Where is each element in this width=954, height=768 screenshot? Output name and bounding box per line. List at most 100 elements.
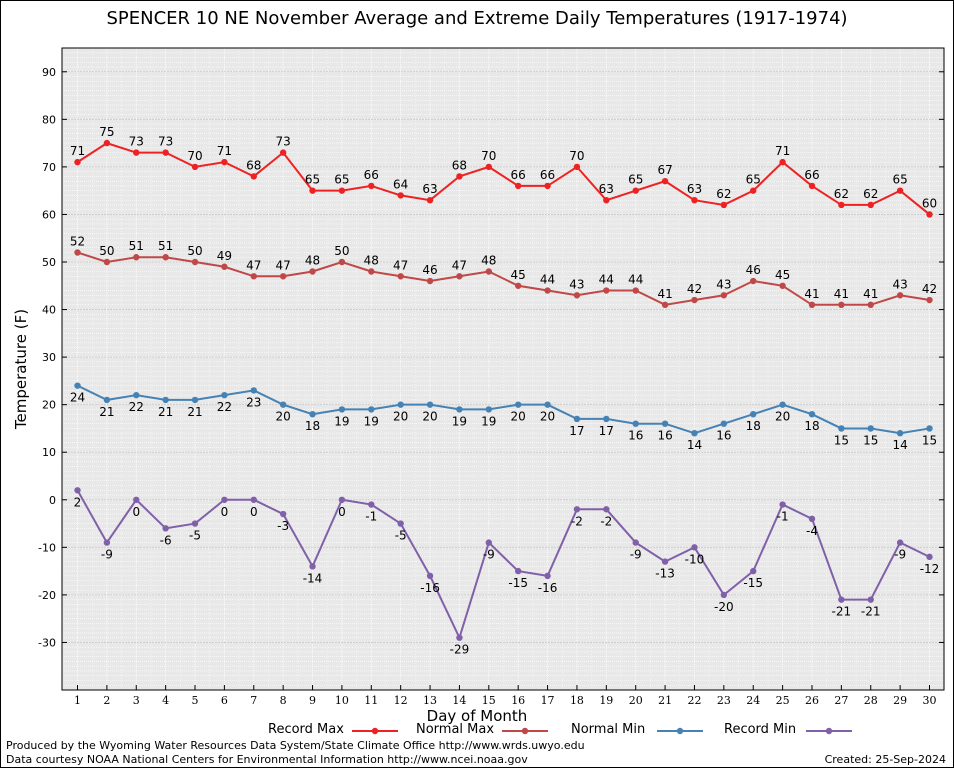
data-label-normal-min: 14 bbox=[892, 438, 907, 452]
data-point-normal-max bbox=[279, 273, 287, 280]
data-label-record-min: -5 bbox=[189, 529, 201, 543]
data-point-record-min bbox=[632, 539, 639, 546]
data-point-normal-min bbox=[573, 415, 581, 423]
data-label-record-max: 75 bbox=[99, 125, 114, 139]
data-label-normal-min: 23 bbox=[246, 395, 261, 409]
data-point-record-max bbox=[896, 187, 904, 194]
data-label-record-max: 64 bbox=[393, 177, 408, 191]
data-label-normal-max: 43 bbox=[892, 277, 907, 291]
data-point-normal-max bbox=[426, 277, 434, 285]
data-point-normal-min bbox=[221, 391, 228, 399]
data-label-record-min: -16 bbox=[538, 581, 558, 595]
data-point-normal-min bbox=[838, 425, 845, 432]
x-tick-label: 17 bbox=[541, 694, 555, 707]
y-tick-label: 50 bbox=[42, 256, 56, 269]
data-point-normal-max bbox=[162, 254, 169, 261]
data-point-record-max bbox=[397, 192, 404, 199]
data-label-record-max: 73 bbox=[158, 135, 173, 149]
x-tick-label: 1 bbox=[74, 694, 81, 707]
data-point-normal-max bbox=[573, 292, 581, 299]
data-label-record-min: -29 bbox=[450, 643, 470, 657]
data-label-record-max: 68 bbox=[246, 158, 261, 172]
data-point-record-max bbox=[720, 201, 728, 209]
data-label-normal-min: 21 bbox=[158, 405, 173, 419]
data-label-normal-min: 20 bbox=[775, 410, 790, 424]
x-tick-label: 28 bbox=[864, 694, 878, 707]
data-label-record-min: 0 bbox=[250, 505, 258, 519]
data-label-record-min: -2 bbox=[571, 514, 583, 528]
data-point-record-max bbox=[309, 187, 316, 194]
data-label-record-max: 70 bbox=[569, 149, 584, 163]
data-point-record-min bbox=[279, 510, 287, 518]
data-label-record-max: 60 bbox=[922, 196, 937, 210]
data-point-normal-max bbox=[544, 287, 551, 294]
data-label-record-max: 63 bbox=[422, 182, 437, 196]
data-label-normal-min: 17 bbox=[569, 424, 584, 438]
data-label-record-min: -9 bbox=[483, 548, 495, 562]
footer-courtesy: Data courtesy NOAA National Centers for … bbox=[6, 753, 528, 766]
data-point-record-max bbox=[368, 182, 375, 190]
data-point-normal-max bbox=[603, 287, 610, 294]
data-point-record-min bbox=[544, 572, 551, 580]
legend-marker-normal-min bbox=[676, 727, 684, 735]
data-point-normal-max bbox=[133, 254, 140, 261]
data-label-record-min: -15 bbox=[743, 576, 763, 590]
data-label-record-max: 65 bbox=[892, 173, 907, 187]
data-point-record-min bbox=[191, 520, 199, 527]
data-label-record-min: -15 bbox=[508, 576, 528, 590]
x-tick-label: 3 bbox=[133, 694, 140, 707]
data-point-record-min bbox=[485, 539, 493, 546]
legend-label-normal-max: Normal Max bbox=[416, 722, 495, 737]
x-tick-label: 2 bbox=[103, 694, 110, 707]
x-tick-label: 14 bbox=[452, 694, 466, 707]
data-point-normal-max bbox=[720, 292, 728, 299]
data-label-normal-max: 41 bbox=[657, 287, 672, 301]
x-tick-label: 6 bbox=[221, 694, 228, 707]
x-tick-label: 22 bbox=[687, 694, 701, 707]
data-label-normal-min: 19 bbox=[334, 414, 349, 428]
data-point-record-max bbox=[838, 201, 845, 209]
data-point-record-max bbox=[661, 177, 669, 185]
data-label-record-max: 66 bbox=[364, 168, 379, 182]
data-label-normal-max: 47 bbox=[393, 258, 408, 272]
y-tick-label: 0 bbox=[49, 494, 56, 507]
data-label-record-min: 2 bbox=[74, 495, 82, 509]
data-point-normal-min bbox=[661, 420, 669, 427]
legend-label-normal-min: Normal Min bbox=[571, 722, 646, 737]
data-label-normal-max: 50 bbox=[187, 244, 202, 258]
data-point-normal-max bbox=[74, 249, 81, 256]
x-tick-label: 26 bbox=[805, 694, 819, 707]
data-label-record-max: 63 bbox=[687, 182, 702, 196]
data-point-record-max bbox=[750, 187, 757, 194]
data-point-record-min bbox=[426, 572, 434, 580]
data-point-record-min bbox=[661, 558, 669, 565]
data-label-record-max: 63 bbox=[599, 182, 614, 196]
data-label-record-max: 62 bbox=[716, 187, 731, 201]
data-label-record-min: -9 bbox=[894, 548, 906, 562]
footer-created: Created: 25-Sep-2024 bbox=[824, 753, 946, 766]
data-label-normal-max: 46 bbox=[422, 263, 437, 277]
data-point-normal-max bbox=[368, 268, 375, 275]
data-point-normal-max bbox=[338, 258, 346, 266]
data-point-record-min bbox=[750, 567, 757, 575]
y-tick-label: -10 bbox=[38, 541, 56, 554]
data-point-record-max bbox=[691, 196, 698, 204]
data-label-normal-min: 21 bbox=[99, 405, 114, 419]
data-point-normal-min bbox=[485, 406, 493, 413]
x-tick-label: 16 bbox=[511, 694, 525, 707]
data-label-record-max: 65 bbox=[334, 173, 349, 187]
plot-border bbox=[61, 47, 945, 691]
data-point-record-max bbox=[514, 182, 522, 190]
data-point-normal-max bbox=[103, 258, 111, 266]
data-point-normal-min bbox=[74, 382, 81, 389]
data-label-record-min: -1 bbox=[365, 510, 377, 524]
x-tick-label: 24 bbox=[746, 694, 760, 707]
x-tick-label: 27 bbox=[834, 694, 848, 707]
data-label-normal-max: 51 bbox=[129, 239, 144, 253]
data-label-normal-min: 16 bbox=[657, 429, 672, 443]
data-point-record-min bbox=[867, 596, 874, 603]
y-tick-label: 60 bbox=[42, 208, 56, 221]
data-point-record-max bbox=[456, 173, 463, 180]
data-point-normal-max bbox=[867, 301, 874, 308]
footer-producer: Produced by the Wyoming Water Resources … bbox=[6, 739, 585, 752]
